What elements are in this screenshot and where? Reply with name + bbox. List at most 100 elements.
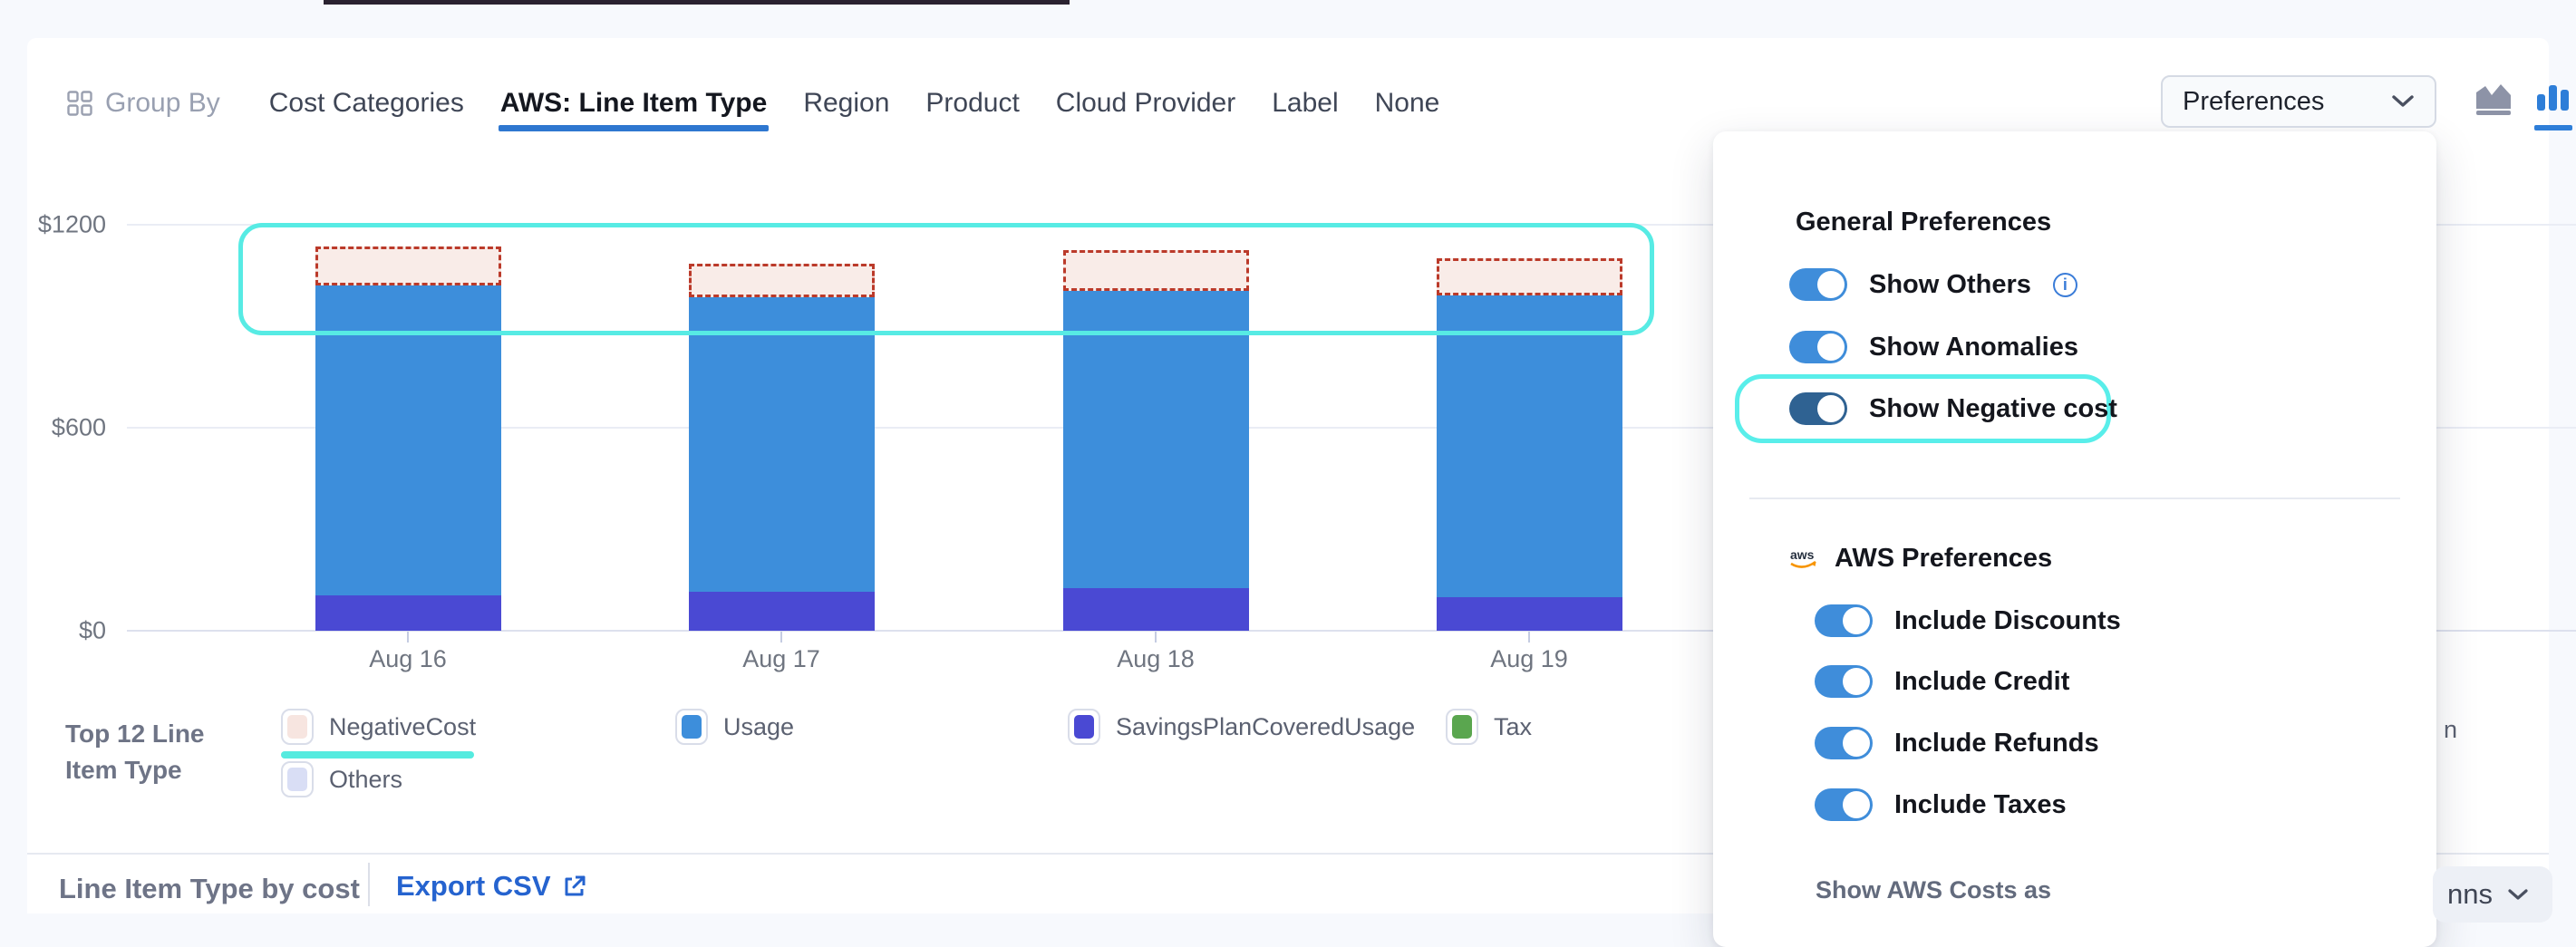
include-discounts-label: Include Discounts [1894,605,2121,635]
y-axis-tick-label: $0 [78,616,106,644]
tab-region[interactable]: Region [803,88,890,118]
include-discounts-toggle[interactable] [1815,604,1873,637]
show-others-row: Show Others i [1789,266,2077,303]
preferences-panel: General Preferences Show Others i Show A… [1713,131,2436,947]
x-axis-tick [1528,632,1530,643]
aws-logo-icon: aws [1790,547,1816,568]
bar-segment-usage[interactable] [1436,295,1622,597]
gridline [127,427,2576,429]
x-axis-tick [780,632,782,643]
legend-item-usage[interactable]: Usage [675,709,794,745]
show-anomalies-label: Show Anomalies [1869,332,2078,362]
group-by-label-group: Group By [67,88,220,119]
x-axis-tick-label: Aug 18 [1117,645,1195,672]
show-anomalies-toggle[interactable] [1789,331,1847,363]
include-credit-row: Include Credit [1815,663,2069,700]
legend-item-savingsplancoveredusage[interactable]: SavingsPlanCoveredUsage [1068,709,1415,745]
legend-highlight-underline [281,751,474,759]
browser-edge-artifact [324,0,1070,5]
legend-item-negativecost[interactable]: NegativeCost [281,709,476,745]
legend-title: Top 12 Line Item Type [65,720,205,784]
group-by-bar: Group By Cost Categories AWS: Line Item … [67,83,1440,131]
bar-segment-negativecost[interactable] [1062,250,1249,291]
bar-segment-savingsplancoveredusage[interactable] [1436,596,1622,631]
aws-preferences-label: AWS Preferences [1835,544,2053,573]
general-preferences-heading: General Preferences [1796,208,2052,237]
y-axis-tick-label: $600 [51,413,106,441]
show-negative-cost-label: Show Negative cost [1869,393,2117,423]
aws-preferences-heading: aws AWS Preferences [1787,544,2052,574]
footer-divider [27,853,2549,855]
x-axis-tick-label: Aug 17 [742,645,820,672]
external-link-icon [565,875,586,895]
bar-segment-usage[interactable] [1062,290,1249,589]
include-refunds-toggle[interactable] [1815,727,1873,759]
bar-segment-usage[interactable] [688,297,875,593]
footer-vertical-divider [368,863,370,906]
legend-item-label: SavingsPlanCoveredUsage [1116,712,1416,740]
x-axis-tick [1155,632,1157,643]
show-anomalies-row: Show Anomalies [1789,329,2078,365]
tab-cost-categories[interactable]: Cost Categories [268,88,464,118]
columns-button-fragment-label: nns [2447,878,2493,910]
include-discounts-row: Include Discounts [1815,603,2121,639]
chevron-down-icon [2392,95,2414,107]
include-refunds-row: Include Refunds [1815,725,2099,761]
preferences-dropdown-button[interactable]: Preferences [2161,75,2436,128]
show-negative-cost-toggle[interactable] [1789,392,1847,425]
export-csv-label: Export CSV [396,870,551,902]
legend-item-label: Usage [723,712,795,740]
export-csv-link[interactable]: Export CSV [396,870,586,903]
include-credit-toggle[interactable] [1815,665,1873,698]
area-chart-icon[interactable] [2473,80,2514,122]
legend-item-tax[interactable]: Tax [1446,709,1532,745]
tab-label[interactable]: Label [1272,88,1339,118]
include-refunds-label: Include Refunds [1894,728,2099,758]
include-taxes-label: Include Taxes [1894,789,2067,819]
bar-segment-savingsplancoveredusage[interactable] [315,594,501,631]
chevron-down-icon [2508,888,2528,900]
svg-text:aws: aws [1790,547,1815,562]
preferences-button-label: Preferences [2183,86,2325,116]
tab-aws-line-item-type[interactable]: AWS: Line Item Type [498,88,770,131]
legend-item-label: Tax [1494,712,1533,740]
panel-divider [1749,498,2400,499]
include-taxes-row: Include Taxes [1815,787,2067,823]
x-axis-tick-label: Aug 19 [1490,645,1568,672]
others-swatch [281,761,314,797]
legend-item-label: Others [329,765,403,793]
bar-segment-negativecost[interactable] [315,246,501,286]
usage-swatch [675,709,708,745]
bar-segment-negativecost[interactable] [688,263,875,298]
tab-none[interactable]: None [1374,88,1440,118]
include-credit-label: Include Credit [1894,666,2070,696]
bar-segment-savingsplancoveredusage[interactable] [1062,588,1249,631]
x-axis-tick-label: Aug 16 [369,645,447,672]
gridline [127,630,2576,632]
bar-segment-usage[interactable] [315,285,501,595]
info-icon[interactable]: i [2052,272,2077,297]
legend-item-hidden-fragment: n [2444,716,2458,743]
legend-item-others[interactable]: Others [281,761,402,797]
bar-segment-savingsplancoveredusage[interactable] [688,592,875,631]
group-by-label: Group By [105,88,220,118]
show-aws-costs-as-label: Show AWS Costs as [1816,876,2052,904]
show-others-label: Show Others [1869,269,2031,299]
negativecost-swatch [281,709,314,745]
legend-item-label: NegativeCost [329,712,477,740]
show-negative-cost-row: Show Negative cost [1789,391,2117,427]
tab-cloud-provider[interactable]: Cloud Provider [1055,88,1236,118]
savingsplan-swatch [1068,709,1100,745]
chart-type-switcher [2473,80,2572,130]
tax-swatch [1446,709,1478,745]
grid-icon [67,91,92,116]
tab-product[interactable]: Product [925,88,1020,118]
table-section-title: Line Item Type by cost [59,873,360,904]
include-taxes-toggle[interactable] [1815,788,1873,821]
y-axis-tick-label: $1200 [37,210,106,238]
columns-button-fragment[interactable]: nns [2433,866,2552,923]
x-axis-tick [407,632,409,643]
show-others-toggle[interactable] [1789,268,1847,301]
bar-chart-icon[interactable] [2534,80,2572,130]
bar-segment-negativecost[interactable] [1436,258,1622,296]
